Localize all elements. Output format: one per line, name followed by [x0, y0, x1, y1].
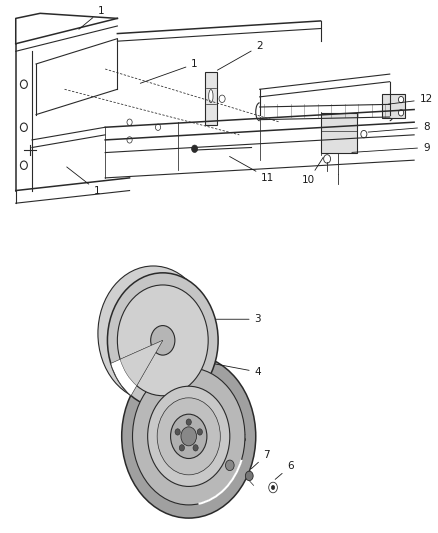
Circle shape	[157, 398, 220, 475]
Circle shape	[133, 368, 245, 505]
Text: 8: 8	[368, 122, 430, 132]
Circle shape	[191, 145, 198, 152]
Circle shape	[127, 137, 132, 143]
Circle shape	[21, 123, 27, 132]
Circle shape	[361, 131, 367, 138]
Circle shape	[186, 419, 191, 425]
Text: 9: 9	[352, 142, 430, 152]
Circle shape	[197, 429, 202, 435]
Circle shape	[399, 96, 404, 103]
Circle shape	[226, 460, 234, 471]
Text: 1: 1	[79, 6, 104, 29]
Circle shape	[117, 285, 208, 395]
Text: 12: 12	[389, 94, 433, 104]
Text: 1: 1	[67, 167, 100, 196]
Circle shape	[21, 80, 27, 88]
Circle shape	[122, 354, 256, 518]
Circle shape	[148, 386, 230, 487]
Text: 6: 6	[275, 462, 293, 479]
Circle shape	[324, 155, 331, 163]
Text: 10: 10	[302, 157, 323, 185]
Circle shape	[98, 266, 208, 401]
Circle shape	[107, 273, 218, 408]
Text: 3: 3	[213, 314, 261, 324]
Text: 4: 4	[205, 362, 261, 377]
Circle shape	[151, 326, 175, 355]
Text: 2: 2	[217, 41, 263, 70]
Circle shape	[193, 445, 198, 451]
Text: 11: 11	[230, 157, 274, 183]
Circle shape	[245, 471, 253, 481]
Circle shape	[181, 427, 197, 446]
Circle shape	[219, 95, 225, 102]
Circle shape	[175, 429, 180, 435]
Text: 7: 7	[251, 450, 270, 469]
Bar	[321, 113, 357, 152]
Wedge shape	[120, 341, 163, 386]
Circle shape	[155, 124, 161, 131]
Circle shape	[179, 445, 184, 451]
Ellipse shape	[209, 90, 213, 103]
Circle shape	[170, 414, 207, 458]
Circle shape	[271, 486, 275, 490]
Text: 1: 1	[140, 59, 198, 83]
Bar	[381, 94, 406, 118]
Circle shape	[21, 161, 27, 169]
Circle shape	[399, 110, 404, 116]
Wedge shape	[111, 341, 163, 395]
Circle shape	[127, 119, 132, 125]
Text: 5: 5	[231, 434, 246, 457]
Bar	[205, 72, 217, 125]
